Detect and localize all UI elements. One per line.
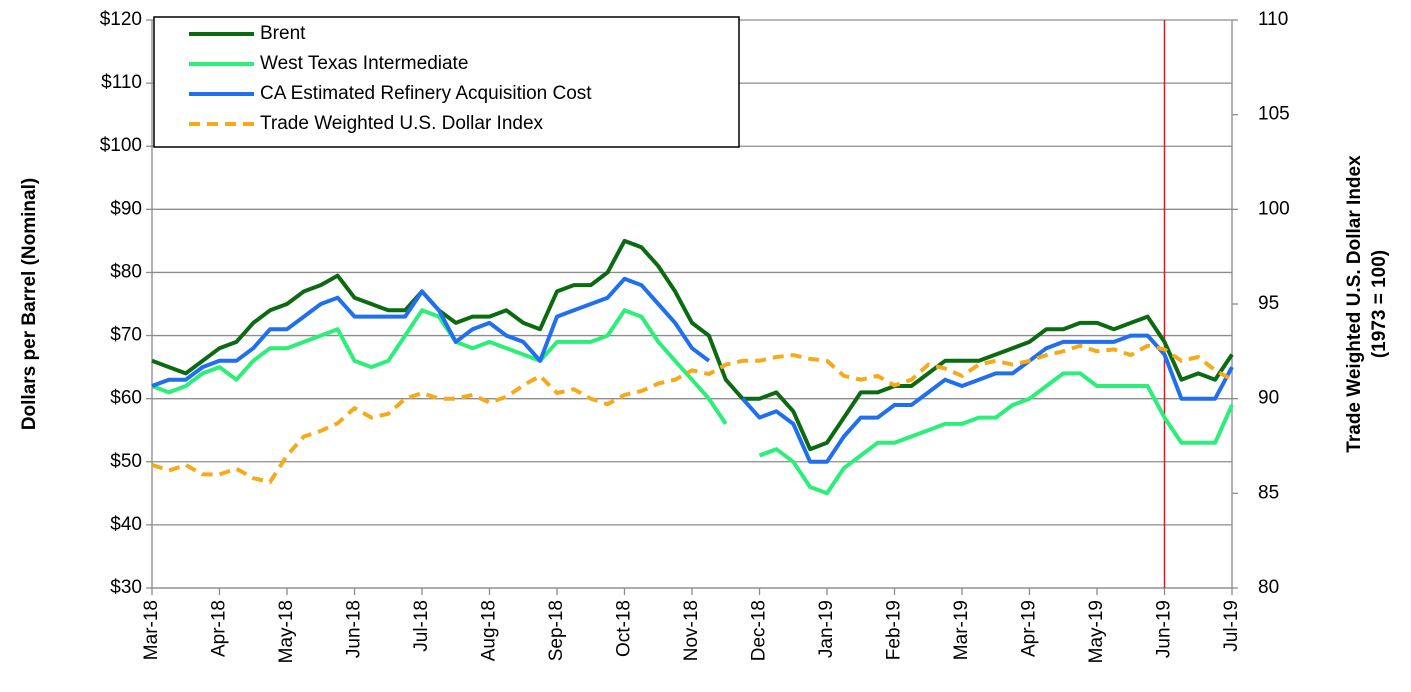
y-tick-label: $120 (100, 9, 142, 30)
x-tick-label: Sep-18 (546, 600, 567, 661)
x-tick-label: Apr-19 (1019, 600, 1040, 657)
y2-axis-title: (1973 = 100) (1369, 250, 1390, 358)
y2-tick-label: 90 (1258, 388, 1279, 409)
y-tick-label: $40 (110, 514, 142, 535)
x-tick-label: Dec-18 (749, 600, 770, 661)
x-tick-label: Jul-19 (1221, 600, 1242, 652)
series-line (151, 343, 1233, 484)
y2-tick-label: 100 (1258, 198, 1290, 219)
y2-axis-title: Trade Weighted U.S. Dollar Index (1344, 155, 1365, 453)
y-tick-label: $70 (110, 325, 142, 346)
x-tick-label: Mar-19 (951, 600, 972, 660)
series-line (151, 238, 1234, 452)
y2-tick-label: 85 (1258, 482, 1279, 503)
x-tick-label: Oct-18 (614, 600, 635, 657)
y-tick-label: $60 (110, 388, 142, 409)
x-tick-label: Feb-19 (884, 600, 905, 660)
y2-tick-label: 110 (1258, 9, 1288, 30)
y-axis-title: Dollars per Barrel (Nominal) (19, 178, 40, 430)
x-tick-label: Mar-18 (141, 600, 162, 660)
y2-tick-label: 80 (1258, 577, 1279, 598)
x-tick-label: May-19 (1086, 600, 1107, 663)
x-tick-label: Apr-18 (209, 600, 230, 657)
y2-tick-label: 95 (1258, 293, 1279, 314)
x-tick-label: Aug-18 (479, 600, 500, 661)
series-line (151, 276, 1234, 464)
y-tick-label: $110 (101, 72, 142, 93)
x-tick-label: Nov-18 (681, 600, 702, 661)
y-tick-label: $100 (100, 135, 142, 156)
series-line (151, 308, 1234, 496)
x-tick-label: Jul-18 (411, 600, 432, 652)
x-tick-label: Jun-19 (1154, 600, 1175, 658)
y-tick-label: $50 (110, 451, 142, 472)
y-tick-label: $90 (110, 198, 142, 219)
x-tick-label: Jun-18 (344, 600, 365, 658)
legend-label: Trade Weighted U.S. Dollar Index (260, 113, 544, 134)
y2-tick-label: 105 (1258, 104, 1290, 125)
y-tick-label: $80 (110, 261, 142, 282)
legend-label: CA Estimated Refinery Acquisition Cost (260, 83, 592, 104)
x-tick-label: Jan-19 (816, 600, 837, 658)
legend-label: West Texas Intermediate (260, 53, 468, 74)
legend-label: Brent (260, 23, 306, 44)
x-tick-label: May-18 (276, 600, 297, 663)
y-tick-label: $30 (110, 577, 142, 598)
